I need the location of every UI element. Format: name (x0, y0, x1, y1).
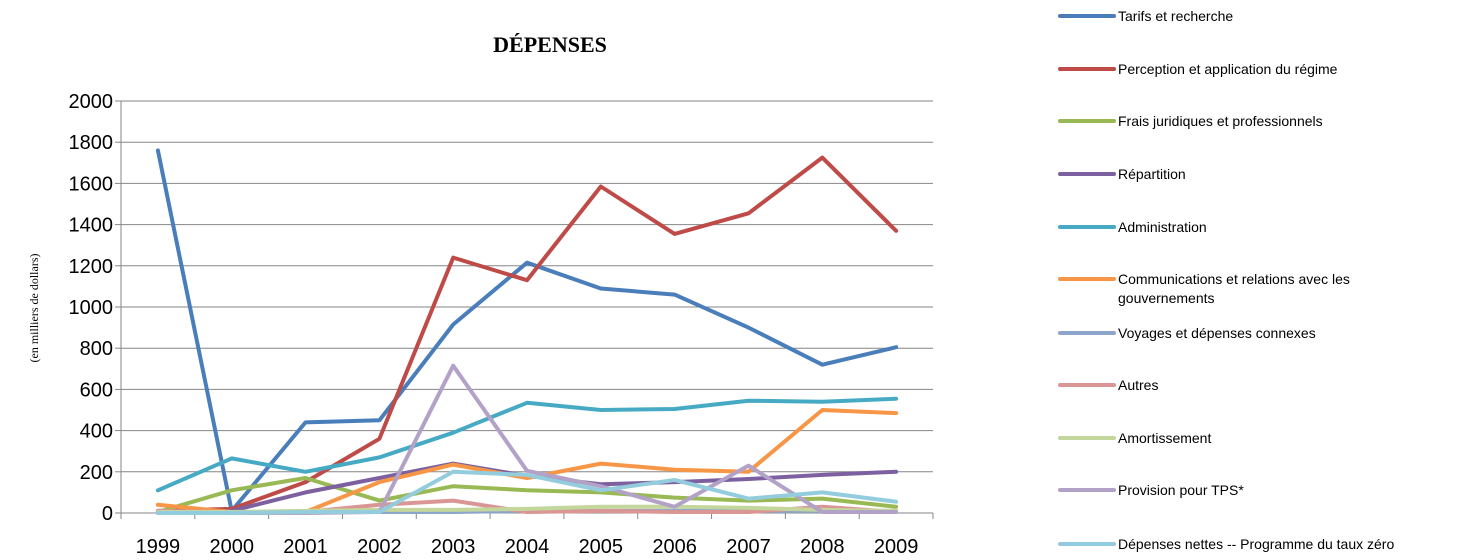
chart-title: DÉPENSES (493, 32, 607, 57)
x-tick-label: 2001 (283, 536, 328, 558)
axes: 0 200 400 600 800 1000 1200 1400 1600 1800 2000 199… (69, 91, 934, 558)
y-tick-label: 800 (80, 338, 113, 360)
x-tick-label: 2006 (652, 536, 697, 558)
plot-area (155, 148, 899, 515)
series-line (155, 469, 899, 515)
y-tick-label: 1600 (69, 173, 114, 195)
y-tick-label: 400 (80, 421, 113, 443)
legend-label: Tarifs et recherche (1118, 8, 1233, 24)
y-tick-label: 2000 (69, 91, 114, 113)
x-tick-label: 2007 (726, 536, 771, 558)
y-tick-label: 200 (80, 462, 113, 484)
legend-label: Provision pour TPS* (1118, 482, 1244, 498)
x-tick-label: 2000 (209, 536, 254, 558)
series-line (155, 476, 899, 514)
x-tick-label: 2009 (874, 536, 919, 558)
series-line (155, 148, 899, 513)
legend-label: Perception et application du régime (1118, 61, 1338, 77)
y-tick-label: 1400 (69, 215, 114, 237)
legend-label: Communications et relations avec les gouv… (1118, 271, 1350, 306)
gridlines (121, 100, 933, 473)
legend-label: Dépenses nettes -- Programme du taux zér… (1118, 536, 1394, 552)
legend-label: Autres (1118, 377, 1158, 393)
legend-label: Frais juridiques et professionnels (1118, 113, 1323, 129)
y-tick-label: 1200 (69, 256, 114, 278)
y-tick-label: 0 (102, 503, 113, 525)
y-axis-label: (en milliers de dollars) (27, 254, 41, 363)
x-tick-label: 2008 (800, 536, 845, 558)
legend-label: Administration (1118, 219, 1207, 235)
x-tick-label: 2002 (357, 536, 402, 558)
x-tick-label: 2003 (431, 536, 476, 558)
y-tick-label: 600 (80, 379, 113, 401)
series-line (155, 396, 899, 493)
x-tick-label: 2005 (579, 536, 624, 558)
legend-label: Répartition (1118, 166, 1186, 182)
legend-label: Amortissement (1118, 430, 1211, 446)
y-tick-label: 1000 (69, 297, 114, 319)
y-tick-label: 1800 (69, 132, 114, 154)
legend: Tarifs et recherche Perception et applica… (1058, 8, 1394, 552)
series-line (155, 155, 899, 513)
x-tick-label: 2004 (505, 536, 550, 558)
x-tick-label: 1999 (136, 536, 181, 558)
legend-label: Voyages et dépenses connexes (1118, 325, 1316, 341)
